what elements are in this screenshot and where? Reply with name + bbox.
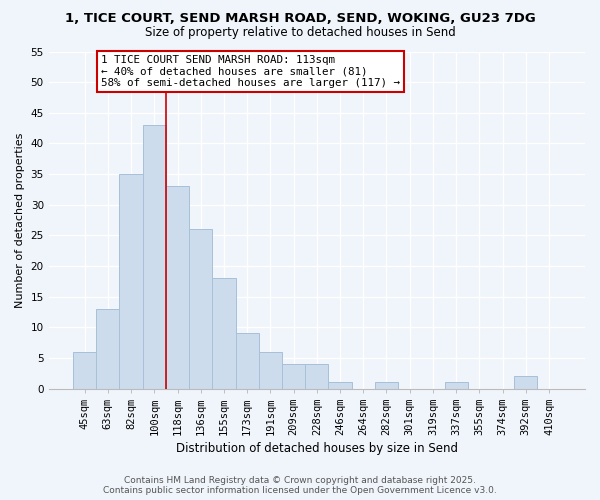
Bar [236, 334, 259, 388]
Bar [212, 278, 236, 388]
Y-axis label: Number of detached properties: Number of detached properties [15, 132, 25, 308]
Bar [328, 382, 352, 388]
Bar [375, 382, 398, 388]
Bar [305, 364, 328, 388]
Bar [119, 174, 143, 388]
Text: Contains HM Land Registry data © Crown copyright and database right 2025.
Contai: Contains HM Land Registry data © Crown c… [103, 476, 497, 495]
Bar [445, 382, 468, 388]
Text: Size of property relative to detached houses in Send: Size of property relative to detached ho… [145, 26, 455, 39]
Bar [73, 352, 96, 389]
Text: 1, TICE COURT, SEND MARSH ROAD, SEND, WOKING, GU23 7DG: 1, TICE COURT, SEND MARSH ROAD, SEND, WO… [65, 12, 535, 26]
Bar [96, 309, 119, 388]
Text: 1 TICE COURT SEND MARSH ROAD: 113sqm
← 40% of detached houses are smaller (81)
5: 1 TICE COURT SEND MARSH ROAD: 113sqm ← 4… [101, 54, 400, 88]
Bar [143, 125, 166, 388]
Bar [514, 376, 538, 388]
X-axis label: Distribution of detached houses by size in Send: Distribution of detached houses by size … [176, 442, 458, 455]
Bar [189, 229, 212, 388]
Bar [282, 364, 305, 388]
Bar [166, 186, 189, 388]
Bar [259, 352, 282, 389]
